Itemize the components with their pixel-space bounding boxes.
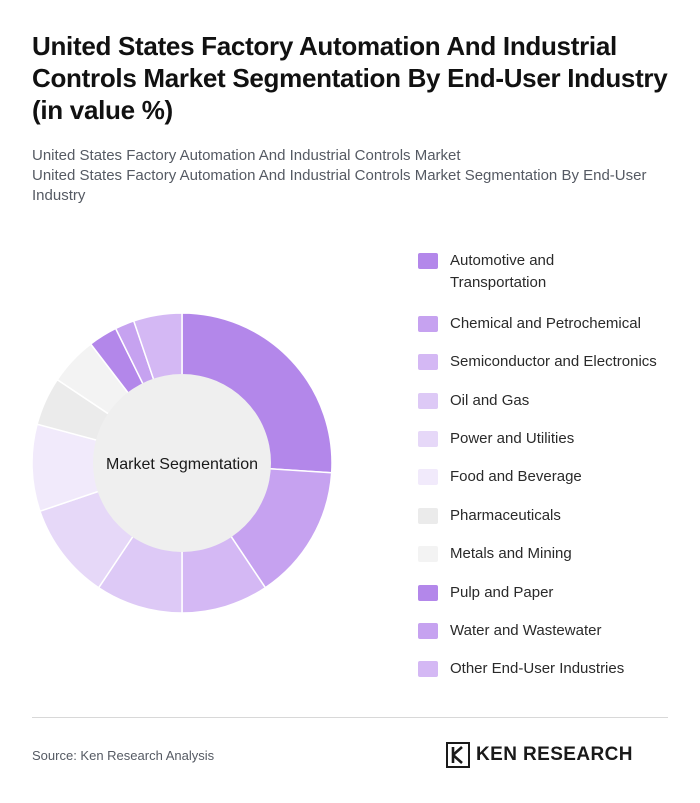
legend-swatch xyxy=(418,393,438,409)
legend-swatch xyxy=(418,585,438,601)
legend-swatch xyxy=(418,431,438,447)
brand-name: KEN RESEARCH xyxy=(476,744,633,765)
legend-item: Semiconductor and Electronics xyxy=(418,351,688,373)
legend-item: Oil and Gas xyxy=(418,390,688,412)
legend-swatch xyxy=(418,253,438,269)
legend-label: Power and Utilities xyxy=(450,430,575,447)
donut-hole xyxy=(93,374,271,552)
legend-label: Semiconductor and Electronics xyxy=(450,353,657,370)
legend-swatch xyxy=(418,508,438,524)
legend-item: Pulp and Paper xyxy=(418,582,688,604)
legend-swatch xyxy=(418,661,438,677)
legend-label: Oil and Gas xyxy=(450,392,530,409)
legend-label: Metals and Mining xyxy=(450,545,572,562)
source-note: Source: Ken Research Analysis xyxy=(32,748,215,763)
legend-item: Pharmaceuticals xyxy=(418,505,688,527)
donut-center-label: Market Segmentation xyxy=(106,456,258,473)
donut-chart: Market Segmentation xyxy=(31,312,333,614)
legend-item: Metals and Mining xyxy=(418,543,688,565)
legend-swatch xyxy=(418,354,438,370)
ken-research-logo-icon xyxy=(446,742,470,768)
legend-label: Automotive and Transportation xyxy=(450,252,555,291)
subtitle-line-1: United States Factory Automation And Ind… xyxy=(32,147,461,164)
legend-swatch xyxy=(418,316,438,332)
legend-swatch xyxy=(418,469,438,485)
legend-item: Food and Beverage xyxy=(418,466,688,488)
legend-item: Water and Wastewater xyxy=(418,620,688,642)
legend-label: Chemical and Petrochemical xyxy=(450,315,641,332)
legend-swatch xyxy=(418,623,438,639)
subtitle-line-2: United States Factory Automation And Ind… xyxy=(32,167,647,204)
legend-label: Pharmaceuticals xyxy=(450,507,561,524)
legend-item: Automotive and Transportation xyxy=(418,250,688,294)
legend-label: Other End-User Industries xyxy=(450,660,625,677)
legend-item: Other End-User Industries xyxy=(418,658,688,680)
legend-label: Water and Wastewater xyxy=(450,622,602,639)
chart-title: United States Factory Automation And Ind… xyxy=(32,31,668,125)
legend-item: Chemical and Petrochemical xyxy=(418,313,688,335)
footer-divider xyxy=(32,717,668,718)
legend-swatch xyxy=(418,546,438,562)
legend-label: Pulp and Paper xyxy=(450,584,554,601)
legend-item: Power and Utilities xyxy=(418,428,688,450)
legend-label: Food and Beverage xyxy=(450,468,582,485)
brand-logo: KEN RESEARCH xyxy=(446,742,633,768)
chart-subtitle: United States Factory Automation And Ind… xyxy=(32,146,672,206)
